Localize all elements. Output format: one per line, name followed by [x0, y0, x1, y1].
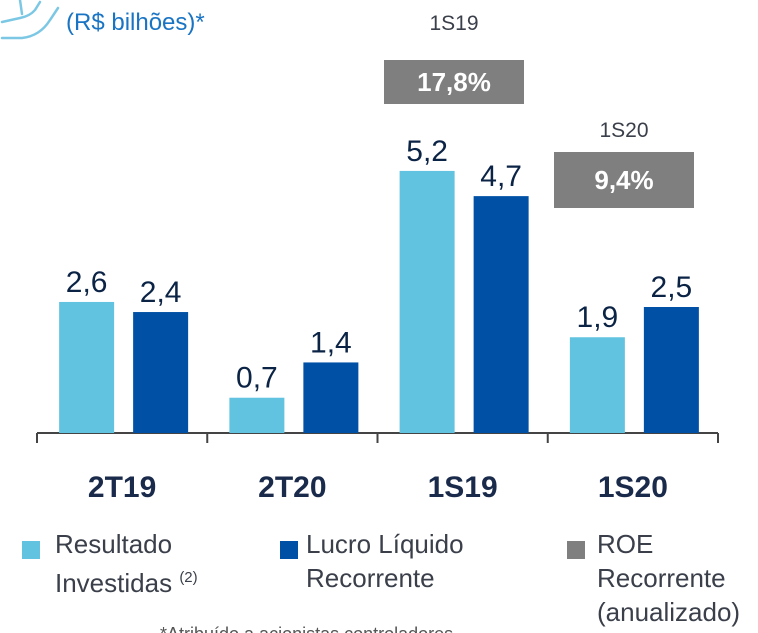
- x-tick-label: 2T19: [88, 471, 156, 504]
- legend-swatch: [22, 541, 40, 559]
- roe-label: 9,4%: [594, 165, 653, 195]
- x-tick-label: 1S19: [428, 471, 498, 504]
- legend-note: (2): [179, 569, 198, 586]
- value-label: 2,6: [66, 266, 108, 299]
- legend-label: ROE Recorrente (anualizado): [597, 529, 741, 627]
- bar: [229, 397, 285, 433]
- value-label: 5,2: [406, 135, 448, 168]
- bar: [133, 312, 189, 433]
- bar: [399, 170, 455, 434]
- legend-swatch: [567, 541, 585, 559]
- roe-period: 1S19: [429, 12, 478, 35]
- x-tick-label: 1S20: [598, 471, 668, 504]
- icon: [0, 0, 60, 40]
- value-label: 2,4: [140, 276, 182, 309]
- legend-label: Resultado Investidas (2): [55, 529, 198, 598]
- value-label: 1,9: [577, 301, 619, 334]
- value-label: 0,7: [236, 362, 278, 395]
- bar: [473, 196, 529, 433]
- value-label: 2,5: [651, 271, 693, 304]
- bar: [59, 301, 115, 433]
- bar: [303, 362, 359, 433]
- roe-period: 1S20: [599, 119, 648, 142]
- bar: [569, 337, 625, 433]
- legend-swatch: [280, 541, 298, 559]
- subtitle: (R$ bilhões)*: [66, 9, 205, 36]
- x-tick-label: 2T20: [258, 471, 326, 504]
- legend-label: Lucro Líquido Recorrente: [306, 529, 464, 593]
- footnote: *Atribuído a acionistas controladores: [160, 624, 453, 633]
- value-label: 1,4: [310, 326, 352, 359]
- bar: [643, 307, 699, 433]
- roe-box: [554, 152, 694, 208]
- value-label: 4,7: [480, 160, 522, 193]
- roe-box: [384, 60, 524, 104]
- roe-label: 17,8%: [417, 67, 491, 97]
